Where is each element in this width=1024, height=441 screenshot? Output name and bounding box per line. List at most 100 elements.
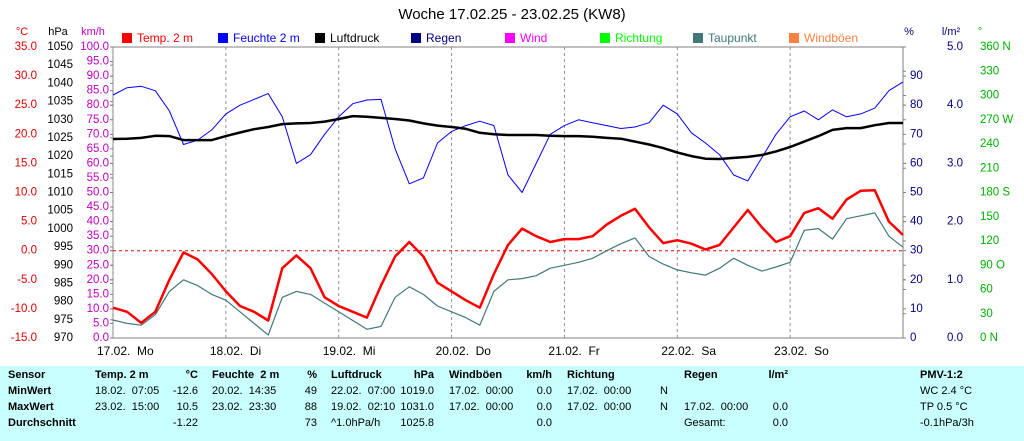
y-tick-label: 1000 <box>47 223 73 235</box>
table-cell: 1025.8 <box>400 417 434 429</box>
y-tick-label: 85.0 <box>87 85 109 97</box>
legend-label: Taupunkt <box>708 31 757 45</box>
y-tick-label: 270 W <box>980 114 1013 126</box>
y-tick-label: 65.0 <box>87 143 109 155</box>
table-cell: 20.02. 14:35 <box>212 385 277 397</box>
y-tick-label: 1015 <box>47 168 73 180</box>
x-tick-label: 20.02. Do <box>436 344 492 358</box>
table-cell: MaxWert <box>8 401 54 413</box>
table-cell: hPa <box>413 369 434 381</box>
table-cell: 49 <box>304 385 317 397</box>
y-tick-label: 3.0 <box>947 157 963 169</box>
table-cell: Richtung <box>567 369 615 381</box>
y-tick-label: 990 <box>54 259 73 271</box>
y-tick-label: 0.0 <box>21 245 37 257</box>
y-tick-label: 120 <box>980 235 999 247</box>
y-tick-label: 70.0 <box>87 128 109 140</box>
axis-title: % <box>904 26 914 38</box>
y-tick-label: 150 <box>980 211 999 223</box>
table-cell: 0.0 <box>536 417 552 429</box>
y-tick-label: 90.0 <box>87 70 109 82</box>
table-cell: -1.22 <box>172 417 198 429</box>
table-cell: 10.5 <box>176 401 198 413</box>
table-cell: 0.0 <box>536 385 552 397</box>
y-tick-label: 50.0 <box>87 187 109 199</box>
table-cell: MinWert <box>8 385 52 397</box>
legend-swatch <box>600 33 610 43</box>
y-tick-label: 2.0 <box>947 216 963 228</box>
legend-swatch <box>315 33 325 43</box>
y-tick-label: 975 <box>54 314 73 326</box>
plot-area <box>112 46 904 339</box>
series-line <box>112 81 904 193</box>
series-line <box>112 114 903 161</box>
y-tick-label: 80.0 <box>87 99 109 111</box>
y-tick-label: 90 <box>910 70 923 82</box>
chart: Woche 17.02.25 - 23.02.25 (KW8) 17.02. M… <box>11 6 1014 358</box>
y-tick-label: 300 <box>980 90 999 102</box>
y-tick-label: 240 <box>980 138 999 150</box>
y-tick-label: 1030 <box>47 114 73 126</box>
table-cell: 17.02. 00:00 <box>567 401 632 413</box>
table-cell: Sensor <box>8 369 46 381</box>
y-tick-label: 0 N <box>980 332 998 344</box>
y-tick-label: 75.0 <box>87 114 109 126</box>
y-tick-label: 4.0 <box>947 99 963 111</box>
table-cell: 17.02. 00:00 <box>567 385 632 397</box>
y-tick-label: 60 <box>910 157 923 169</box>
y-tick-label: 1020 <box>47 150 73 162</box>
table-cell: 0.0 <box>772 417 788 429</box>
y-tick-label: 40 <box>910 216 923 228</box>
y-tick-label: 5.0 <box>21 216 37 228</box>
y-tick-label: 35.0 <box>15 41 37 53</box>
table-cell: 0.0 <box>536 401 552 413</box>
y-tick-label: 20.0 <box>87 274 109 286</box>
table-cell: -12.6 <box>172 385 198 397</box>
y-tick-label: 35.0 <box>87 230 109 242</box>
series-line <box>112 212 904 336</box>
table-cell: Luftdruck <box>331 369 382 381</box>
table-cell: Regen <box>684 369 718 381</box>
y-tick-label: 60.0 <box>87 157 109 169</box>
table-cell: 19.02. 02:10 <box>331 401 396 413</box>
table-cell: 17.02. 00:00 <box>449 401 514 413</box>
table-cell: Windböen <box>449 369 503 381</box>
legend-label: Feuchte 2 m <box>233 31 300 45</box>
legend-swatch <box>218 33 228 43</box>
stats-table: Sensor MinWert MaxWert Durchschnitt Temp. 2 … <box>0 366 1024 441</box>
y-tick-label: 0 <box>910 332 916 344</box>
table-cell: -0.1hPa/3h <box>920 417 974 429</box>
y-tick-label: 55.0 <box>87 172 109 184</box>
table-cell: ^1.0hPa/h <box>331 417 381 429</box>
y-tick-label: 180 S <box>980 187 1010 199</box>
legend-swatch <box>505 33 515 43</box>
table-cell: °C <box>185 369 198 381</box>
y-tick-label: 15.0 <box>87 288 109 300</box>
y-tick-label: 330 <box>980 65 999 77</box>
y-tick-label: 985 <box>54 277 73 289</box>
x-tick-label: 21.02. Fr <box>548 344 599 358</box>
table-cell: km/h <box>526 369 552 381</box>
y-tick-label: 30.0 <box>15 70 37 82</box>
axis-title: °C <box>16 26 28 38</box>
y-tick-label: 25.0 <box>15 99 37 111</box>
y-tick-label: 30 <box>910 245 923 257</box>
y-tick-label: 10.0 <box>15 187 37 199</box>
y-tick-label: 95.0 <box>87 56 109 68</box>
table-cell: l/m² <box>768 369 788 381</box>
y-tick-label: 100.0 <box>80 41 109 53</box>
y-tick-label: 20.0 <box>15 128 37 140</box>
table-cell: 88 <box>304 401 317 413</box>
y-tick-label: -15.0 <box>11 332 37 344</box>
y-tick-label: 1.0 <box>947 274 963 286</box>
y-tick-label: 30 <box>980 308 993 320</box>
table-cell: 1031.0 <box>400 401 434 413</box>
y-tick-label: 30.0 <box>87 245 109 257</box>
table-cell: Gesamt: <box>684 417 726 429</box>
y-tick-label: 10 <box>910 303 923 315</box>
legend-swatch <box>411 33 421 43</box>
table-cell: 17.02. 00:00 <box>449 385 514 397</box>
y-tick-label: 5.0 <box>93 317 109 329</box>
table-cell: N <box>660 401 668 413</box>
x-tick-label: 18.02. Di <box>210 344 261 358</box>
